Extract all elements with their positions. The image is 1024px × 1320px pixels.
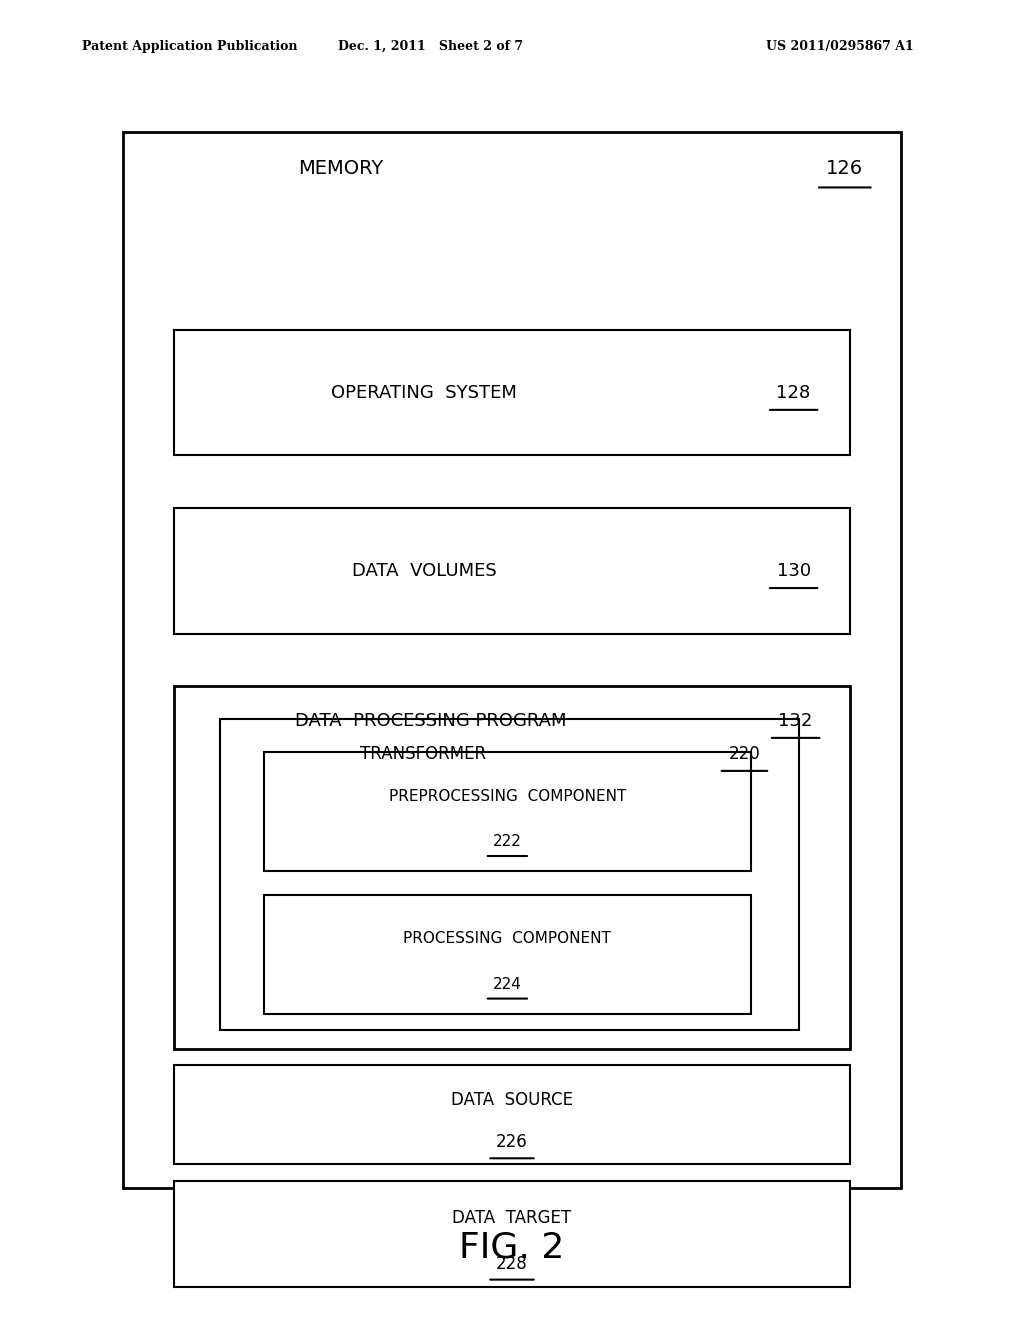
FancyBboxPatch shape: [174, 330, 850, 455]
Text: 132: 132: [778, 711, 813, 730]
Text: 224: 224: [493, 977, 522, 991]
Text: PROCESSING  COMPONENT: PROCESSING COMPONENT: [403, 932, 611, 946]
FancyBboxPatch shape: [220, 719, 799, 1030]
Text: MEMORY: MEMORY: [298, 160, 383, 178]
Text: Patent Application Publication: Patent Application Publication: [82, 40, 297, 53]
Text: DATA  PROCESSING PROGRAM: DATA PROCESSING PROGRAM: [295, 711, 566, 730]
Text: US 2011/0295867 A1: US 2011/0295867 A1: [766, 40, 913, 53]
Text: DATA  SOURCE: DATA SOURCE: [451, 1090, 573, 1109]
FancyBboxPatch shape: [174, 1065, 850, 1164]
Text: 126: 126: [826, 160, 863, 178]
FancyBboxPatch shape: [264, 752, 751, 871]
FancyBboxPatch shape: [174, 1181, 850, 1287]
FancyBboxPatch shape: [264, 895, 751, 1014]
FancyBboxPatch shape: [174, 686, 850, 1049]
FancyBboxPatch shape: [123, 132, 901, 1188]
Text: FIG. 2: FIG. 2: [460, 1230, 564, 1265]
Text: DATA  TARGET: DATA TARGET: [453, 1209, 571, 1228]
Text: 226: 226: [496, 1134, 528, 1151]
Text: DATA  VOLUMES: DATA VOLUMES: [352, 562, 497, 579]
Text: PREPROCESSING  COMPONENT: PREPROCESSING COMPONENT: [389, 789, 626, 804]
Text: Dec. 1, 2011   Sheet 2 of 7: Dec. 1, 2011 Sheet 2 of 7: [338, 40, 522, 53]
Text: 130: 130: [776, 562, 811, 579]
FancyBboxPatch shape: [174, 508, 850, 634]
Text: 128: 128: [776, 384, 811, 401]
Text: OPERATING  SYSTEM: OPERATING SYSTEM: [331, 384, 517, 401]
Text: 222: 222: [493, 834, 522, 849]
Text: TRANSFORMER: TRANSFORMER: [359, 744, 485, 763]
Text: 220: 220: [728, 744, 761, 763]
Text: 228: 228: [496, 1255, 528, 1272]
